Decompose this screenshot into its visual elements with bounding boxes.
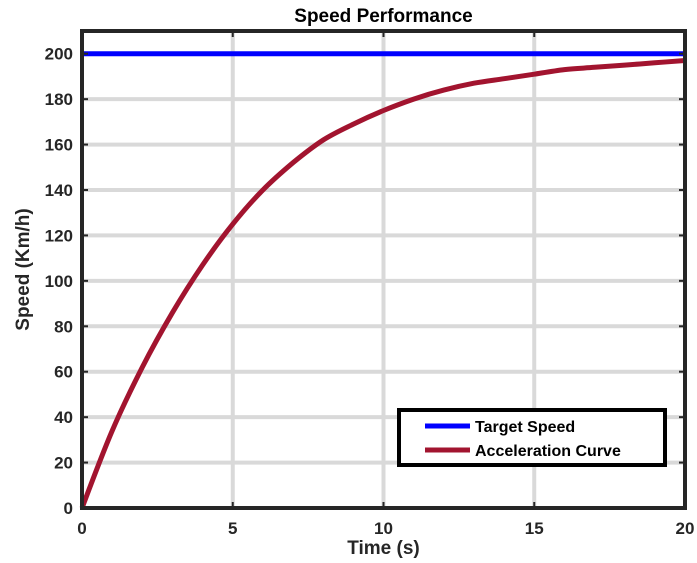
chart-title: Speed Performance [294,6,472,27]
legend-label-target-speed: Target Speed [475,419,575,436]
y-tick-label: 60 [54,363,73,382]
y-tick-label: 40 [54,408,73,427]
x-tick-label: 5 [228,519,237,538]
legend-box [397,408,667,467]
y-tick-label: 140 [45,181,73,200]
y-tick-label: 80 [54,317,73,336]
legend: Target Speed Acceleration Curve [397,408,667,467]
y-tick-label: 20 [54,454,73,473]
y-tick-label: 200 [45,45,73,64]
x-tick-label: 15 [525,519,544,538]
y-tick-label: 120 [45,226,73,245]
series-line-acceleration-curve [79,58,686,509]
y-tick-label: 160 [45,136,73,155]
y-tick-label: 0 [64,499,73,518]
x-axis-title: Time (s) [347,538,420,559]
x-tick-label: 10 [374,519,393,538]
y-tick-label: 180 [45,90,73,109]
y-axis-title: Speed (Km/h) [13,208,34,330]
x-tick-label: 20 [676,519,695,538]
legend-label-acceleration-curve: Acceleration Curve [475,443,621,460]
x-tick-label: 0 [77,519,86,538]
series-lines [79,51,686,509]
y-tick-label: 100 [45,272,73,291]
